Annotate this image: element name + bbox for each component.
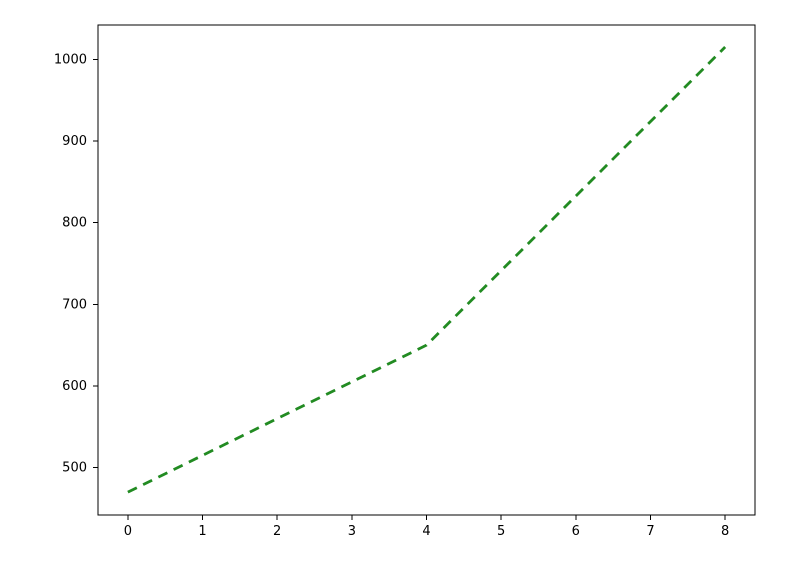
x-tick-label: 4 bbox=[422, 524, 430, 539]
x-tick-label: 6 bbox=[572, 524, 580, 539]
x-tick-label: 1 bbox=[198, 524, 206, 539]
y-tick-label: 600 bbox=[62, 379, 87, 394]
x-tick-label: 3 bbox=[348, 524, 356, 539]
x-tick-label: 0 bbox=[124, 524, 132, 539]
y-tick-label: 700 bbox=[62, 297, 87, 312]
x-tick-label: 8 bbox=[721, 524, 729, 539]
chart-container: 0 1 2 3 4 5 6 7 8 500 600 700 800 900 1000 bbox=[0, 0, 788, 566]
y-tick-label: 900 bbox=[62, 134, 87, 149]
y-tick-label: 500 bbox=[62, 461, 87, 476]
x-tick-label: 7 bbox=[646, 524, 654, 539]
y-tick-label: 800 bbox=[62, 216, 87, 231]
chart-bg bbox=[0, 0, 788, 566]
x-tick-label: 5 bbox=[497, 524, 505, 539]
line-chart: 0 1 2 3 4 5 6 7 8 500 600 700 800 900 1000 bbox=[0, 0, 788, 566]
y-tick-label: 1000 bbox=[54, 52, 87, 67]
x-tick-label: 2 bbox=[273, 524, 281, 539]
